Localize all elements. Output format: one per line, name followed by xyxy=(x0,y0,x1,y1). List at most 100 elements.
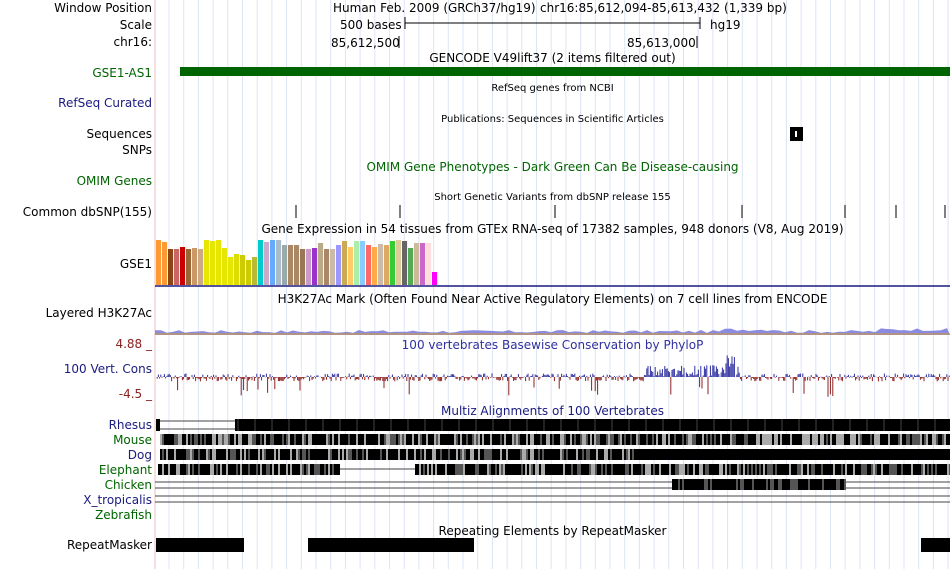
gtex-track-title[interactable]: Gene Expression in 54 tissues from GTEx … xyxy=(261,222,844,236)
refseq-track-title[interactable]: RefSeq genes from NCBI xyxy=(491,83,614,94)
alignment-block xyxy=(912,434,914,445)
alignment-block xyxy=(589,464,591,475)
gencode-item-label[interactable]: GSE1-AS1 xyxy=(92,66,152,80)
alignment-block xyxy=(638,434,640,445)
publications-label[interactable]: Sequences xyxy=(86,127,152,141)
gencode-track-title[interactable]: GENCODE V49lift37 (2 items filtered out) xyxy=(429,51,676,65)
h3k27ac-track-title[interactable]: H3K27Ac Mark (Often Found Near Active Re… xyxy=(277,292,828,306)
alignment-block xyxy=(260,449,262,460)
alignment-block xyxy=(236,449,238,460)
alignment-block xyxy=(567,464,569,475)
species-label-dog[interactable]: Dog xyxy=(127,448,152,462)
alignment-block xyxy=(488,434,490,445)
refseq-label[interactable]: RefSeq Curated xyxy=(58,96,152,110)
alignment-block xyxy=(842,479,844,490)
alignment-block xyxy=(572,449,574,460)
alignment-block xyxy=(620,449,622,460)
snps-label[interactable]: SNPs xyxy=(122,143,152,157)
alignment-block xyxy=(194,464,196,475)
alignment-block xyxy=(456,434,458,445)
alignment-block xyxy=(162,434,164,445)
multiz-track-title[interactable]: Multiz Alignments of 100 Vertebrates xyxy=(440,404,665,418)
alignment-block xyxy=(310,449,312,460)
alignment-block xyxy=(703,464,705,475)
alignment-block xyxy=(843,464,845,475)
alignment-block xyxy=(799,464,801,475)
alignment-block xyxy=(704,434,706,445)
alignment-block xyxy=(686,479,688,490)
publications-track-title[interactable]: Publications: Sequences in Scientific Ar… xyxy=(441,114,664,125)
gtex-label[interactable]: GSE1 xyxy=(119,257,152,271)
alignment-block xyxy=(849,464,851,475)
alignment-block xyxy=(615,464,617,475)
alignment-block xyxy=(434,449,436,460)
alignment-block xyxy=(447,464,449,475)
alignment-block xyxy=(765,464,767,475)
alignment-block xyxy=(569,464,571,475)
alignment-block xyxy=(274,434,276,445)
dbsnp-track-title[interactable]: Short Genetic Variants from dbSNP releas… xyxy=(434,192,671,203)
alignment-block xyxy=(408,449,410,460)
phylop-track-title[interactable]: 100 vertebrates Basewise Conservation by… xyxy=(401,338,704,352)
alignment-block xyxy=(819,464,821,475)
species-label-elephant[interactable]: Elephant xyxy=(98,463,152,477)
omim-label[interactable]: OMIM Genes xyxy=(76,174,152,188)
position-text[interactable]: chr16:85,612,094-85,613,432 (1,339 bp) xyxy=(540,1,787,15)
alignment-block xyxy=(910,434,912,445)
alignment-block xyxy=(360,434,362,445)
repeatmasker-label[interactable]: RepeatMasker xyxy=(66,538,152,552)
alignment-block xyxy=(728,479,730,490)
alignment-block xyxy=(790,479,792,490)
species-label-mouse[interactable]: Mouse xyxy=(113,433,152,447)
alignment-block xyxy=(908,434,910,445)
alignment-block xyxy=(531,464,533,475)
alignment-block xyxy=(480,434,482,445)
alignment-block xyxy=(286,434,288,445)
species-label-rhesus[interactable]: Rhesus xyxy=(108,418,152,432)
alignment-block xyxy=(186,464,188,475)
alignment-block xyxy=(624,449,626,460)
alignment-block xyxy=(789,464,791,475)
alignment-block xyxy=(436,434,438,445)
alignment-block xyxy=(312,449,314,460)
alignment-block xyxy=(440,449,442,460)
alignment-block xyxy=(840,479,842,490)
alignment-block xyxy=(829,464,831,475)
alignment-block xyxy=(804,479,806,490)
alignment-block xyxy=(424,434,426,445)
alignment-block xyxy=(438,434,440,445)
alignment-block xyxy=(344,434,346,445)
phylop-label[interactable]: 100 Vert. Cons xyxy=(63,362,152,376)
alignment-block xyxy=(640,449,950,460)
h3k27ac-label[interactable]: Layered H3K27Ac xyxy=(45,306,152,320)
gtex-tissue-bar xyxy=(210,241,216,285)
gtex-tissue-bar xyxy=(420,243,426,285)
dbsnp-label[interactable]: Common dbSNP(155) xyxy=(22,205,152,219)
alignment-block xyxy=(515,464,517,475)
alignment-block xyxy=(544,434,546,445)
alignment-block xyxy=(839,464,841,475)
alignment-block xyxy=(855,464,857,475)
alignment-block xyxy=(622,449,624,460)
gtex-tissue-bar xyxy=(192,248,198,285)
repeatmasker-track-title[interactable]: Repeating Elements by RepeatMasker xyxy=(438,524,667,538)
alignment-block xyxy=(224,434,226,445)
alignment-block xyxy=(787,464,789,475)
alignment-block xyxy=(681,464,683,475)
alignment-block xyxy=(640,434,642,445)
species-label-zebrafish[interactable]: Zebrafish xyxy=(95,508,152,522)
omim-track-title[interactable]: OMIM Gene Phenotypes - Dark Green Can Be… xyxy=(366,160,739,174)
alignment-block xyxy=(568,449,570,460)
species-label-chicken[interactable]: Chicken xyxy=(104,478,152,492)
alignment-block xyxy=(457,464,459,475)
alignment-block xyxy=(618,434,620,445)
alignment-block xyxy=(584,449,586,460)
species-label-x_tropicalis[interactable]: X_tropicalis xyxy=(83,493,152,507)
alignment-block xyxy=(428,434,430,445)
alignment-block xyxy=(832,479,834,490)
alignment-block xyxy=(376,434,378,445)
alignment-block xyxy=(536,434,538,445)
alignment-block xyxy=(635,464,637,475)
alignment-block xyxy=(778,434,780,445)
